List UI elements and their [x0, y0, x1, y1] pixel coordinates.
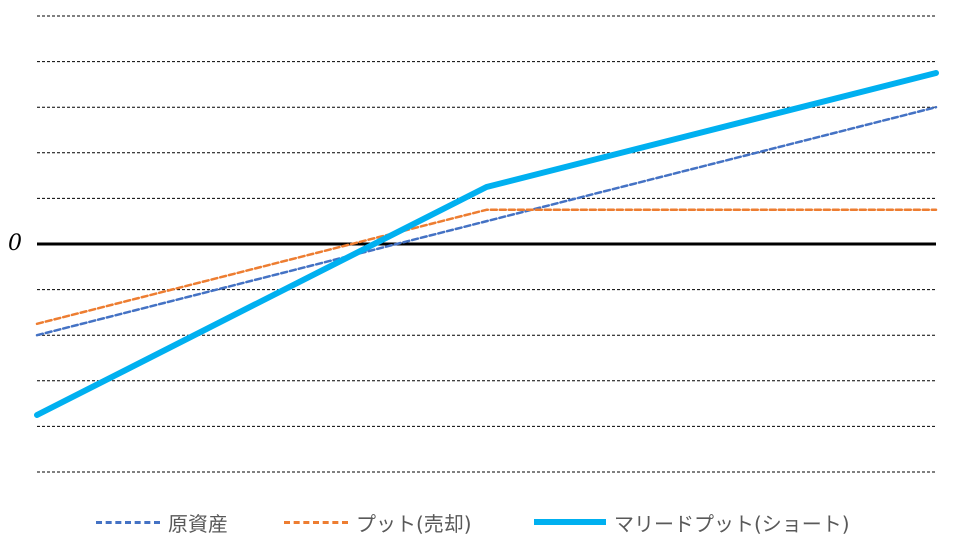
- legend-label-put-sold: プット(売却): [356, 511, 472, 536]
- legend-label-underlying: 原資産: [168, 511, 228, 536]
- legend-label-married-put: マリードプット(ショート): [614, 511, 850, 536]
- legend-swatch-put-sold: [284, 520, 348, 524]
- series-line-married-put: [34, 70, 939, 418]
- series-line-underlying: [35, 105, 938, 337]
- legend: 原資産 プット(売却) マリードプット(ショート): [0, 506, 954, 538]
- legend-swatch-married-put: [534, 519, 606, 525]
- legend-item-married-put: マリードプット(ショート): [534, 506, 850, 538]
- legend-swatch-underlying: [96, 520, 160, 524]
- series-line-put-sold: [35, 208, 938, 326]
- gridlines: [37, 15, 936, 473]
- y-tick-label-zero: 0: [8, 231, 22, 256]
- legend-item-underlying: 原資産: [96, 506, 228, 538]
- legend-item-put-sold: プット(売却): [284, 506, 472, 538]
- series-layer: [34, 70, 939, 418]
